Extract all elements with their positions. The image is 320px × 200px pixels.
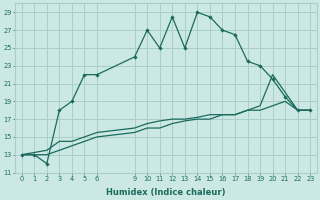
X-axis label: Humidex (Indice chaleur): Humidex (Indice chaleur) (106, 188, 226, 197)
